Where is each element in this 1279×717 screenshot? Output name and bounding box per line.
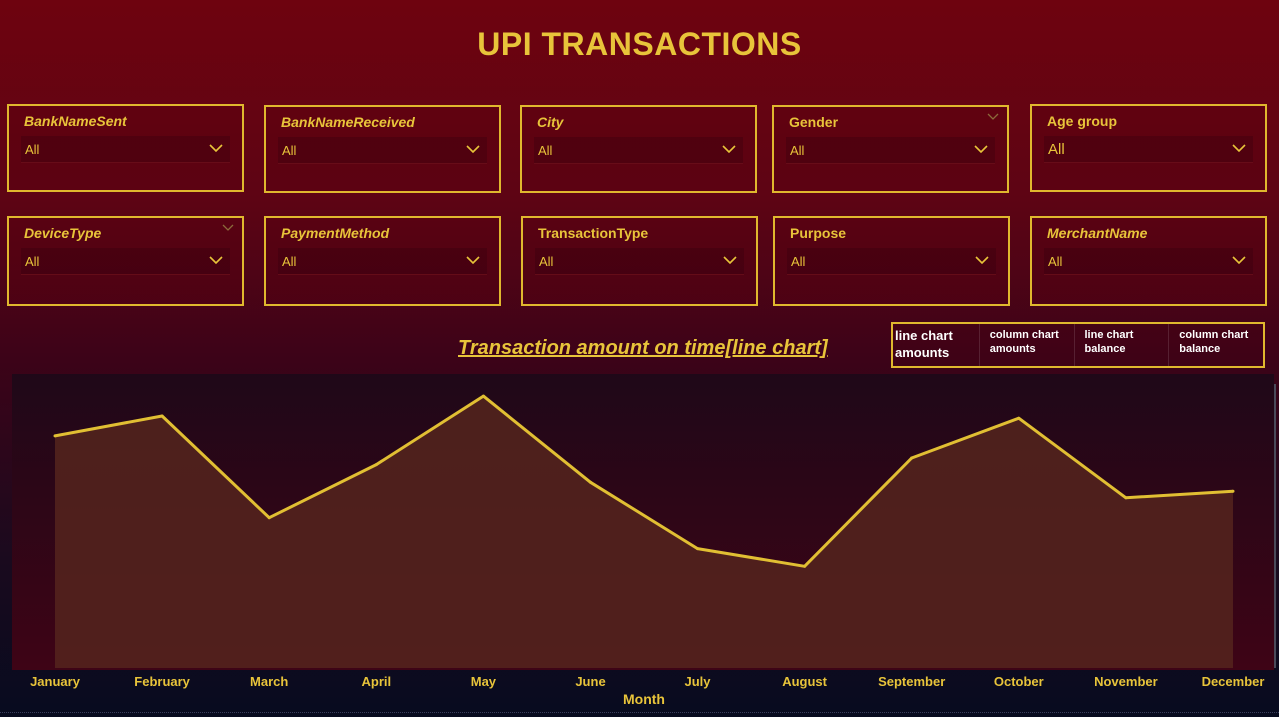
- x-tick-label: April: [361, 674, 392, 689]
- slicer-label: Gender: [789, 114, 839, 130]
- slicer-value: All: [539, 254, 554, 269]
- data-point-may[interactable]: [481, 394, 485, 398]
- slicer-purpose[interactable]: Purpose All: [773, 216, 1010, 306]
- x-tick-label: June: [575, 674, 606, 689]
- series-area: [55, 396, 1233, 668]
- slicer-gender[interactable]: Gender All: [772, 105, 1009, 193]
- slicer-dropdown[interactable]: All: [534, 137, 743, 164]
- slicer-payment-method[interactable]: PaymentMethod All: [264, 216, 501, 306]
- chevron-down-icon: [1232, 144, 1246, 153]
- data-point-september[interactable]: [910, 456, 914, 460]
- slicer-label: BankNameSent: [24, 113, 127, 129]
- slicer-dropdown[interactable]: All: [535, 248, 744, 275]
- slicer-value: All: [25, 254, 40, 269]
- slicer-value: All: [25, 142, 40, 157]
- x-tick-label: January: [30, 674, 80, 689]
- slicer-dropdown[interactable]: All: [278, 248, 487, 275]
- scrollbar[interactable]: [1274, 384, 1276, 668]
- chart-type-toggle: line chart amounts column chart amounts …: [891, 322, 1265, 368]
- data-point-october[interactable]: [1017, 416, 1021, 420]
- slicer-bank-name-received[interactable]: BankNameReceived All: [264, 105, 501, 193]
- chevron-down-icon: [209, 256, 223, 265]
- slicer-dropdown[interactable]: All: [21, 136, 230, 163]
- slicer-device-type[interactable]: DeviceType All: [7, 216, 244, 306]
- chevron-down-icon: [466, 256, 480, 265]
- slicer-transaction-type[interactable]: TransactionType All: [521, 216, 758, 306]
- x-tick-label: March: [250, 674, 289, 689]
- data-point-january[interactable]: [53, 434, 57, 438]
- data-point-december[interactable]: [1231, 489, 1235, 493]
- x-tick-label: May: [470, 674, 497, 689]
- slicer-label: BankNameReceived: [281, 114, 415, 130]
- slicer-dropdown[interactable]: All: [1044, 136, 1253, 163]
- slicer-label: DeviceType: [24, 225, 102, 241]
- data-point-april[interactable]: [374, 463, 378, 467]
- slicer-value: All: [538, 143, 553, 158]
- slicer-value: All: [1048, 254, 1063, 269]
- chevron-down-icon[interactable]: [987, 113, 999, 121]
- chevron-down-icon: [723, 256, 737, 265]
- slicer-value: All: [1048, 141, 1065, 158]
- toggle-column-chart-amounts[interactable]: column chart amounts: [978, 324, 1074, 366]
- data-point-august[interactable]: [803, 564, 807, 568]
- toggle-line-chart-balance[interactable]: line chart balance: [1073, 324, 1169, 366]
- x-tick-label: December: [1201, 674, 1265, 689]
- x-tick-label: July: [684, 674, 711, 689]
- x-tick-label: February: [134, 674, 190, 689]
- chevron-down-icon: [466, 145, 480, 154]
- chevron-down-icon: [975, 256, 989, 265]
- slicer-label: City: [537, 114, 564, 130]
- series-line: [54, 394, 1234, 568]
- slicer-dropdown[interactable]: All: [1044, 248, 1253, 275]
- slicer-label: PaymentMethod: [281, 225, 390, 241]
- slicer-dropdown[interactable]: All: [278, 137, 487, 164]
- slicer-dropdown[interactable]: All: [787, 248, 996, 275]
- slicer-bank-name-sent[interactable]: BankNameSent All: [7, 104, 244, 192]
- series-points: [53, 394, 1235, 568]
- slicer-label: TransactionType: [538, 225, 649, 241]
- slicer-label: Purpose: [790, 225, 847, 241]
- chevron-down-icon: [1232, 256, 1246, 265]
- toggle-line-chart-amounts[interactable]: line chart amounts: [895, 328, 953, 360]
- slicer-label: MerchantName: [1047, 225, 1148, 241]
- x-tick-label: October: [993, 674, 1044, 689]
- chevron-down-icon: [974, 145, 988, 154]
- chevron-down-icon[interactable]: [222, 224, 234, 232]
- slicer-dropdown[interactable]: All: [786, 137, 995, 164]
- data-point-july[interactable]: [696, 547, 699, 551]
- slicer-label: Age group: [1047, 113, 1117, 129]
- toggle-column-chart-balance[interactable]: column chart balance: [1168, 324, 1263, 366]
- chevron-down-icon: [209, 144, 223, 153]
- divider: [0, 712, 1279, 713]
- data-point-june[interactable]: [589, 480, 592, 484]
- x-tick-label: November: [1094, 674, 1158, 689]
- slicer-city[interactable]: City All: [520, 105, 757, 193]
- chart-title: Transaction amount on time[line chart]: [458, 337, 828, 359]
- chevron-down-icon: [722, 145, 736, 154]
- slicer-merchant-name[interactable]: MerchantName All: [1030, 216, 1267, 306]
- slicer-value: All: [791, 254, 806, 269]
- slicer-age-group[interactable]: Age group All: [1030, 104, 1267, 192]
- page-title: UPI TRANSACTIONS: [477, 26, 802, 62]
- slicer-value: All: [282, 254, 297, 269]
- data-point-march[interactable]: [267, 516, 271, 520]
- slicer-value: All: [790, 143, 805, 158]
- data-point-november[interactable]: [1124, 496, 1128, 500]
- slicer-dropdown[interactable]: All: [21, 248, 230, 275]
- data-point-february[interactable]: [160, 414, 164, 418]
- x-axis-label: Month: [623, 691, 665, 707]
- x-tick-label: September: [878, 674, 946, 689]
- x-tick-label: August: [782, 674, 827, 689]
- slicer-value: All: [282, 143, 297, 158]
